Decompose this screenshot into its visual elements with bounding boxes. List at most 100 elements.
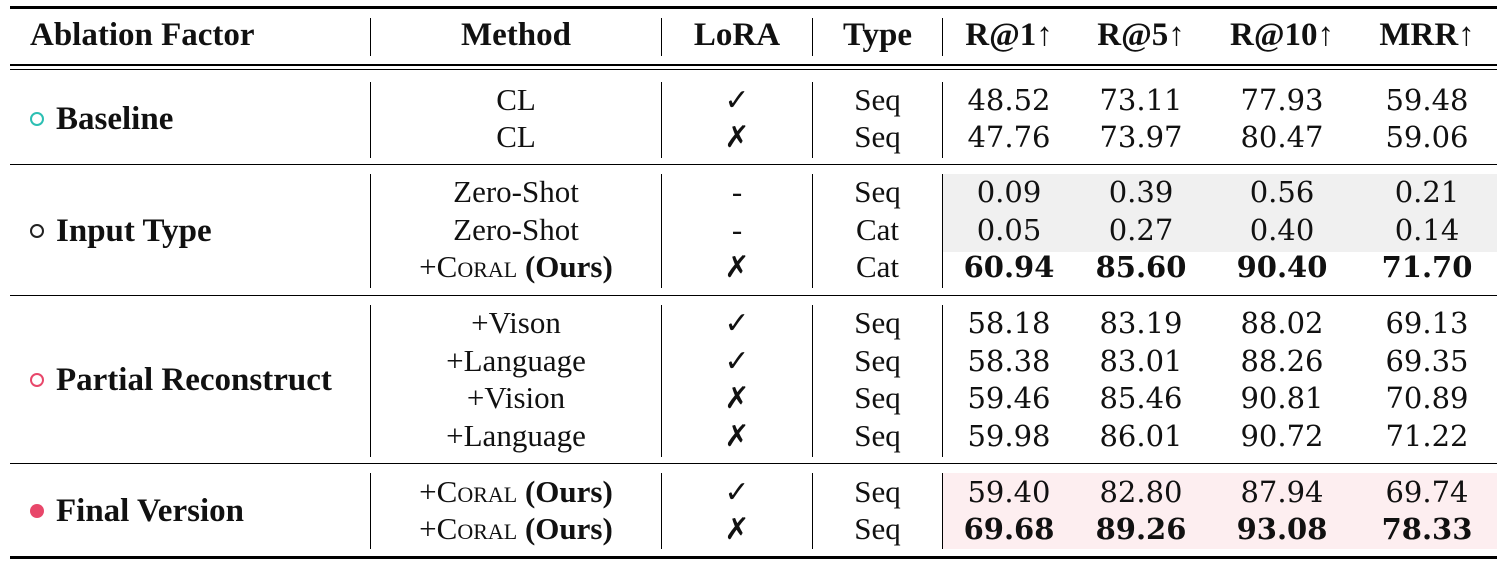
bottom-rule bbox=[10, 556, 1497, 559]
header-method: Method bbox=[461, 16, 571, 53]
mrr-cell: 0.14 bbox=[1394, 213, 1460, 247]
body-sep bbox=[942, 473, 943, 549]
body-sep bbox=[942, 174, 943, 288]
body-sep bbox=[942, 82, 943, 158]
method-cell: +Vison bbox=[471, 305, 561, 340]
factor-baseline: Baseline bbox=[30, 99, 173, 139]
header-sep bbox=[661, 18, 662, 56]
body-sep bbox=[661, 174, 662, 288]
cross-icon: ✗ bbox=[724, 249, 750, 285]
method-cell: +Language bbox=[446, 343, 586, 378]
method-ours: (Ours) bbox=[524, 474, 613, 509]
r5-cell: 83.01 bbox=[1099, 344, 1183, 378]
cross-icon: ✗ bbox=[724, 511, 750, 547]
mrr-cell: 78.33 bbox=[1381, 512, 1473, 546]
r10-cell: 88.26 bbox=[1240, 344, 1324, 378]
type-cell: Seq bbox=[854, 474, 901, 509]
method-prefix: + bbox=[419, 474, 437, 509]
r1-cell: 59.40 bbox=[967, 475, 1051, 509]
type-cell: Seq bbox=[854, 305, 901, 340]
mrr-cell: 59.48 bbox=[1385, 83, 1469, 117]
r5-cell: 0.39 bbox=[1108, 175, 1174, 209]
factor-final-version: Final Version bbox=[30, 491, 244, 531]
check-icon: ✓ bbox=[724, 305, 750, 341]
mrr-cell: 69.35 bbox=[1385, 344, 1469, 378]
group-rule-2 bbox=[10, 295, 1497, 296]
r5-cell: 85.46 bbox=[1099, 381, 1183, 415]
type-cell: Seq bbox=[854, 343, 901, 378]
mrr-cell: 69.13 bbox=[1385, 306, 1469, 340]
r1-cell: 0.09 bbox=[976, 175, 1042, 209]
method-coral: Coral bbox=[436, 511, 518, 546]
cross-icon: ✗ bbox=[724, 380, 750, 416]
body-sep bbox=[812, 473, 813, 549]
group-rule-1 bbox=[10, 164, 1497, 165]
zero-shot-shade bbox=[942, 174, 1497, 252]
r10-cell: 87.94 bbox=[1240, 475, 1324, 509]
factor-label: Input Type bbox=[56, 212, 212, 249]
method-cell: +Vision bbox=[466, 380, 566, 415]
header-r5: R@5↑ bbox=[1097, 16, 1185, 53]
mrr-cell: 71.22 bbox=[1385, 419, 1469, 453]
body-sep bbox=[661, 305, 662, 457]
r10-cell: 90.81 bbox=[1240, 381, 1324, 415]
r10-cell: 90.72 bbox=[1240, 419, 1324, 453]
r5-cell: 73.97 bbox=[1099, 120, 1183, 154]
check-icon: ✓ bbox=[724, 343, 750, 379]
method-prefix: + bbox=[419, 511, 437, 546]
r5-cell: 85.60 bbox=[1095, 250, 1187, 284]
method-cell: CL bbox=[496, 119, 536, 154]
r10-cell: 80.47 bbox=[1240, 120, 1324, 154]
header-r10: R@10↑ bbox=[1229, 16, 1335, 53]
factor-label: Baseline bbox=[56, 100, 174, 137]
type-cell: Seq bbox=[854, 119, 901, 154]
header-type: Type bbox=[842, 16, 913, 53]
r1-cell: 58.18 bbox=[967, 306, 1051, 340]
final-version-shade bbox=[942, 473, 1497, 549]
factor-partial-reconstruct: Partial Reconstruct bbox=[30, 360, 332, 400]
hollow-circle-icon bbox=[30, 224, 44, 238]
r10-cell: 93.08 bbox=[1236, 512, 1328, 546]
r5-cell: 0.27 bbox=[1108, 213, 1174, 247]
body-sep bbox=[661, 473, 662, 549]
r1-cell: 58.38 bbox=[967, 344, 1051, 378]
cross-icon: ✗ bbox=[724, 119, 750, 155]
r5-cell: 86.01 bbox=[1099, 419, 1183, 453]
mrr-cell: 70.89 bbox=[1385, 381, 1469, 415]
r5-cell: 82.80 bbox=[1099, 475, 1183, 509]
group-rule-3 bbox=[10, 463, 1497, 464]
r1-cell: 0.05 bbox=[976, 213, 1042, 247]
r1-cell: 60.94 bbox=[963, 250, 1055, 284]
body-sep bbox=[942, 305, 943, 457]
method-coral: Coral bbox=[436, 474, 518, 509]
header-sep bbox=[942, 18, 943, 56]
body-sep bbox=[661, 82, 662, 158]
body-sep bbox=[812, 174, 813, 288]
method-cell: +Language bbox=[446, 418, 586, 453]
factor-label: Final Version bbox=[56, 492, 244, 529]
r5-cell: 73.11 bbox=[1099, 83, 1183, 117]
factor-input-type: Input Type bbox=[30, 211, 212, 251]
r10-cell: 88.02 bbox=[1240, 306, 1324, 340]
method-ours: (Ours) bbox=[524, 511, 613, 546]
lora-cell: - bbox=[731, 212, 743, 247]
method-cell: Zero-Shot bbox=[453, 174, 579, 209]
body-sep bbox=[370, 473, 371, 549]
header-rule-2 bbox=[10, 69, 1497, 70]
type-cell: Seq bbox=[854, 174, 901, 209]
body-sep bbox=[370, 305, 371, 457]
method-prefix: + bbox=[419, 249, 437, 284]
body-sep bbox=[812, 82, 813, 158]
method-cell-coral-ours: + Coral (Ours) bbox=[371, 473, 661, 511]
check-icon: ✓ bbox=[724, 474, 750, 510]
body-sep bbox=[370, 174, 371, 288]
r5-cell: 89.26 bbox=[1095, 512, 1187, 546]
cross-icon: ✗ bbox=[724, 418, 750, 454]
hollow-circle-icon bbox=[30, 373, 44, 387]
hollow-circle-icon bbox=[30, 112, 44, 126]
filled-circle-icon bbox=[30, 504, 44, 518]
header-mrr: MRR↑ bbox=[1379, 16, 1475, 53]
mrr-cell: 59.06 bbox=[1385, 120, 1469, 154]
body-sep bbox=[812, 305, 813, 457]
